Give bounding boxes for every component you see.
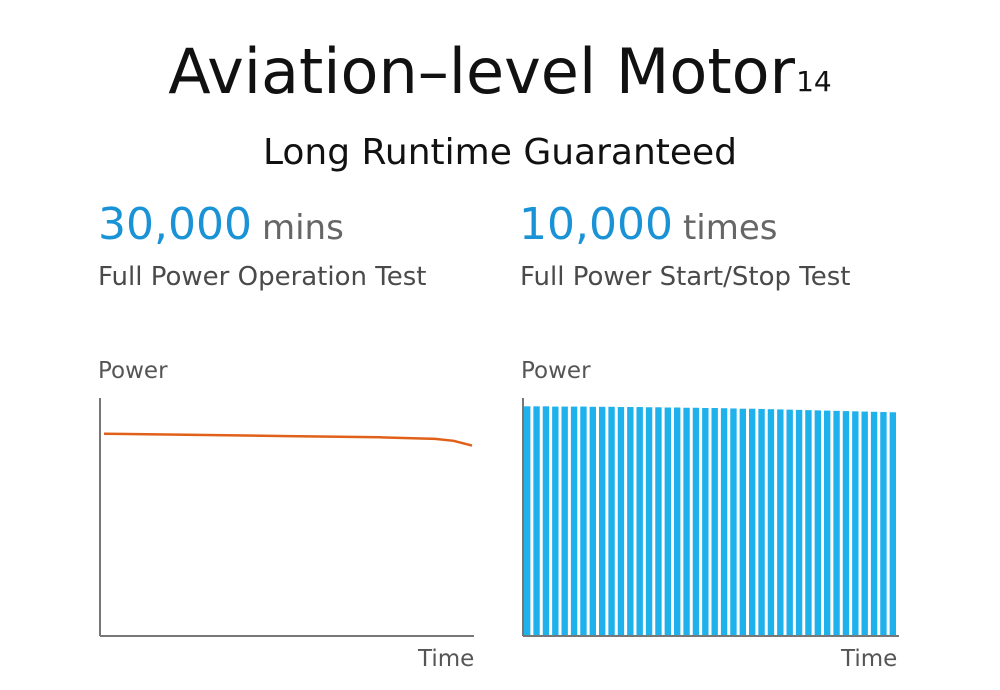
bar-10 [608, 406, 615, 636]
bar-39 [880, 412, 887, 636]
bar-25 [749, 408, 756, 636]
bar-38 [870, 411, 878, 636]
stat-runtime-number: 30,000 [98, 199, 252, 250]
bar-16 [664, 407, 672, 636]
bar-27 [767, 409, 775, 636]
bar-26 [758, 408, 765, 636]
bar-35 [842, 411, 850, 636]
title-footnote: 14 [796, 65, 832, 98]
bar-chart [522, 398, 899, 637]
bar-34 [833, 410, 840, 636]
line-chart-ylabel: Power [98, 358, 168, 384]
bar-31 [805, 410, 812, 636]
stat-startstop-number: 10,000 [519, 199, 673, 250]
bar-14 [645, 407, 653, 636]
bar-28 [777, 409, 784, 636]
bar-15 [655, 407, 662, 636]
bar-1 [524, 406, 531, 636]
line-chart-xlabel: Time [418, 646, 475, 672]
bar-chart-xlabel: Time [841, 646, 898, 672]
bar-40 [889, 412, 897, 636]
bar-12 [627, 407, 634, 636]
bar-3 [542, 406, 550, 636]
bar-4 [552, 406, 559, 636]
line-chart-series-line [103, 432, 473, 447]
bar-11 [617, 407, 625, 636]
bar-22 [720, 408, 728, 636]
bar-8 [589, 406, 597, 636]
page-subtitle: Long Runtime Guaranteed [262, 132, 738, 173]
bar-7 [580, 406, 587, 636]
bar-21 [711, 408, 718, 636]
bar-32 [814, 410, 822, 636]
line-chart [99, 398, 474, 637]
bar-29 [786, 409, 793, 636]
stat-runtime: 30,000 mins [98, 196, 344, 257]
bar-24 [739, 408, 747, 636]
title-text: Aviation–level Motor [168, 35, 796, 108]
bar-9 [599, 406, 606, 636]
bar-23 [730, 408, 737, 636]
bar-20 [702, 408, 709, 636]
bar-37 [861, 411, 868, 636]
stat-runtime-unit: mins [261, 208, 344, 248]
stat-startstop-unit: times [682, 208, 778, 248]
bar-chart-ylabel: Power [521, 358, 591, 384]
bar-chart-bars [524, 406, 897, 636]
bar-36 [852, 411, 859, 636]
stat-startstop: 10,000 times [519, 196, 778, 257]
stat-startstop-description: Full Power Start/Stop Test [520, 262, 851, 292]
bar-33 [824, 410, 831, 636]
bar-5 [561, 406, 568, 636]
bar-13 [636, 407, 643, 636]
bar-6 [570, 406, 578, 636]
bar-18 [683, 407, 690, 636]
bar-19 [692, 407, 700, 636]
bar-2 [533, 406, 540, 636]
page-title: Aviation–level Motor14 [0, 34, 1000, 110]
stat-runtime-description: Full Power Operation Test [98, 262, 427, 292]
bar-30 [795, 409, 803, 636]
bar-17 [674, 407, 681, 636]
